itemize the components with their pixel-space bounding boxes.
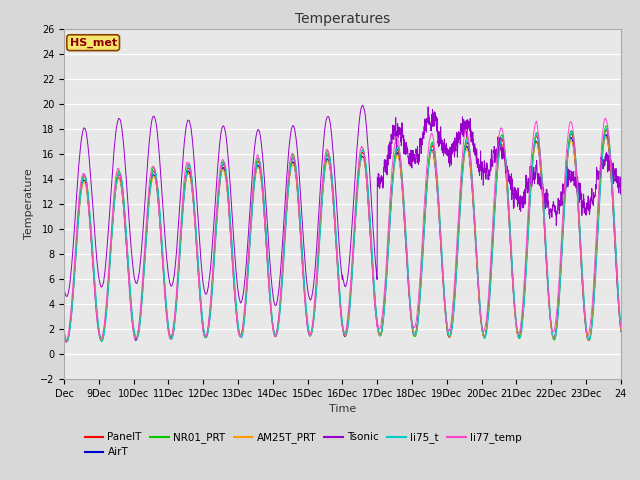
li75_t [542,233,550,239]
PanelT [63,338,71,344]
NR01_PRT [510,296,518,302]
PanelT [609,203,617,209]
PanelT [60,328,68,334]
Tsonic [272,303,280,309]
Line: li77_temp: li77_temp [64,118,621,342]
NR01_PRT [617,325,625,331]
PanelT [542,240,550,246]
Line: PanelT: PanelT [64,130,621,341]
AirT [236,334,244,339]
NR01_PRT [116,169,124,175]
AM25T_PRT [602,134,610,140]
li75_t [236,332,244,338]
AirT [617,328,625,334]
li77_temp [510,300,518,306]
AM25T_PRT [609,210,617,216]
PanelT [510,297,518,303]
Tsonic [236,298,244,303]
li75_t [116,170,124,176]
AirT [602,132,610,138]
NR01_PRT [609,200,617,205]
NR01_PRT [60,328,68,334]
PanelT [236,333,244,338]
Line: li75_t: li75_t [64,129,621,342]
Tsonic [511,188,518,193]
li77_temp [609,207,617,213]
AirT [376,333,384,338]
NR01_PRT [236,332,244,338]
li75_t [510,292,518,298]
NR01_PRT [602,123,610,129]
Tsonic [609,173,617,179]
AM25T_PRT [510,302,518,308]
Title: Temperatures: Temperatures [295,12,390,26]
li77_temp [60,333,68,339]
PanelT [617,325,625,331]
PanelT [376,333,384,339]
AM25T_PRT [542,246,550,252]
li77_temp [376,325,384,331]
NR01_PRT [63,339,71,345]
AM25T_PRT [376,333,384,338]
Tsonic [116,116,124,122]
AirT [542,249,550,255]
Tsonic [542,196,550,202]
li75_t [617,322,625,327]
X-axis label: Time: Time [329,405,356,414]
Line: AirT: AirT [64,135,621,341]
AM25T_PRT [63,338,70,344]
AM25T_PRT [60,330,68,336]
Tsonic [358,103,366,108]
Line: NR01_PRT: NR01_PRT [64,126,621,342]
AirT [116,177,124,182]
PanelT [116,173,124,179]
Tsonic [60,285,68,290]
li77_temp [62,339,70,345]
li75_t [63,339,71,345]
AM25T_PRT [236,333,244,338]
AM25T_PRT [116,177,124,182]
AirT [60,331,68,337]
li77_temp [602,115,609,121]
Line: AM25T_PRT: AM25T_PRT [64,137,621,341]
Text: HS_met: HS_met [70,37,116,48]
Y-axis label: Temperature: Temperature [24,168,35,240]
li77_temp [617,325,625,331]
li77_temp [542,245,550,251]
Tsonic [376,175,384,181]
li75_t [60,326,68,332]
li77_temp [116,170,124,176]
AirT [510,303,518,309]
AirT [609,212,617,217]
li75_t [609,194,617,200]
NR01_PRT [542,238,550,244]
Tsonic [617,192,625,197]
li77_temp [236,334,244,339]
AirT [63,338,70,344]
NR01_PRT [376,333,384,338]
AM25T_PRT [617,327,625,333]
PanelT [602,127,610,132]
li75_t [603,126,611,132]
li75_t [376,332,384,337]
Line: Tsonic: Tsonic [64,106,621,306]
Legend: PanelT, AirT, NR01_PRT, AM25T_PRT, Tsonic, li75_t, li77_temp: PanelT, AirT, NR01_PRT, AM25T_PRT, Tsoni… [81,428,526,462]
